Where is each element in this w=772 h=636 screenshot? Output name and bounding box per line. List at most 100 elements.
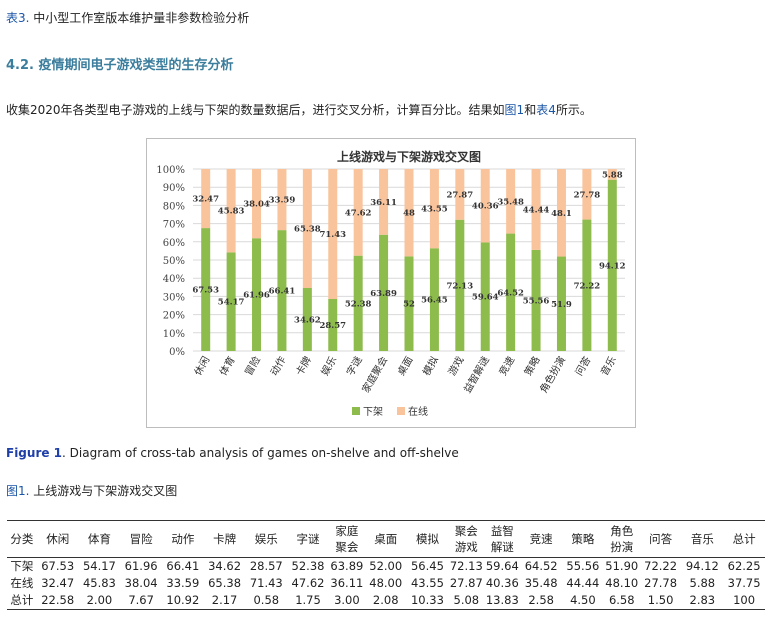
data-label-off: 28.57 bbox=[319, 321, 346, 331]
table-caption-text: 中小型工作室版本维护量非参数检验分析 bbox=[29, 11, 250, 25]
table-cell: 56.45 bbox=[410, 559, 444, 573]
table-cell: 2.17 bbox=[203, 592, 246, 610]
data-label-off: 72.22 bbox=[574, 281, 601, 291]
bar-off-shelf bbox=[302, 287, 312, 351]
bar-on-shelf bbox=[379, 169, 389, 235]
stacked-bar-chart: 上线游戏与下架游戏交叉图 0% 10% 20% 30% 40% 50% 60% 70% 80% 90… bbox=[156, 149, 626, 418]
table-ref-link-2[interactable]: 表4 bbox=[536, 103, 556, 117]
table-cell: 72.22 bbox=[644, 559, 678, 573]
x-tick-label: 娱乐 bbox=[318, 354, 339, 378]
x-tick-label: 音乐 bbox=[598, 354, 619, 378]
table-cell: 5.08 bbox=[448, 592, 485, 610]
table-cell: 1.50 bbox=[639, 592, 682, 610]
table-cell: 67.53 bbox=[41, 559, 75, 573]
data-label-on: 38.04 bbox=[243, 200, 270, 210]
section-heading: 4.2. 疫情期间电子游戏类型的生存分析 bbox=[6, 54, 234, 73]
intro-text-mid: 和 bbox=[524, 103, 537, 117]
table-cell: 36.11 bbox=[330, 576, 364, 590]
table-body: 下架 67.53 54.17 61.96 66.41 34.62 28.57 52.38 63.… bbox=[7, 558, 765, 610]
y-tick-label: 60% bbox=[163, 238, 185, 249]
table-row-label: 在线 bbox=[10, 576, 34, 590]
table-cell: 48.00 bbox=[369, 576, 403, 590]
bar-on-shelf bbox=[201, 169, 211, 229]
section-title: 疫情期间电子游戏类型的生存分析 bbox=[33, 58, 234, 73]
table-row-label: 下架 bbox=[10, 559, 34, 573]
x-tick-label: 卡牌 bbox=[293, 354, 314, 378]
bar-off-shelf bbox=[277, 230, 287, 351]
bar-on-shelf bbox=[429, 169, 439, 249]
table-cell: 38.04 bbox=[124, 576, 158, 590]
data-label-off: 54.17 bbox=[218, 298, 245, 308]
bar-off-shelf bbox=[379, 234, 389, 351]
table-cell: 2.83 bbox=[681, 592, 724, 610]
data-label-on: 40.36 bbox=[472, 202, 499, 212]
table-cell: 0.58 bbox=[245, 592, 288, 610]
bar-off-shelf bbox=[328, 299, 338, 351]
y-tick-label: 30% bbox=[163, 292, 185, 303]
table-header-cell: 休闲 bbox=[36, 520, 79, 558]
table-cell: 44.44 bbox=[566, 576, 600, 590]
x-tick-label: 模拟 bbox=[420, 354, 441, 378]
bar-off-shelf bbox=[429, 248, 439, 351]
bar-off-shelf bbox=[607, 179, 617, 351]
x-tick-label: 桌面 bbox=[394, 354, 415, 378]
bar-on-shelf bbox=[328, 169, 338, 300]
bar-on-shelf bbox=[302, 169, 312, 288]
table-cell: 6.58 bbox=[603, 592, 640, 610]
legend-swatch-off bbox=[352, 407, 360, 415]
bar-off-shelf bbox=[556, 256, 566, 351]
data-label-off: 64.52 bbox=[497, 288, 524, 298]
table-header-cell: 策略 bbox=[562, 520, 604, 558]
table-cell: 72.13 bbox=[449, 559, 483, 573]
bar-off-shelf bbox=[582, 219, 592, 351]
table-cell: 4.50 bbox=[562, 592, 604, 610]
table-cell: 1.75 bbox=[287, 592, 329, 610]
table-cell: 48.10 bbox=[605, 576, 639, 590]
data-label-off: 59.64 bbox=[472, 293, 499, 303]
x-tick-label: 字谜 bbox=[344, 354, 365, 378]
data-label-off: 34.62 bbox=[294, 315, 321, 325]
table-header-cell: 音乐 bbox=[681, 520, 724, 558]
data-label-off: 51.9 bbox=[551, 300, 572, 310]
data-label-off: 94.12 bbox=[599, 261, 626, 271]
data-label-off: 66.41 bbox=[269, 287, 296, 297]
data-label-on: 27.78 bbox=[574, 190, 601, 200]
table-cell: 35.48 bbox=[524, 576, 558, 590]
x-tick-label: 游戏 bbox=[445, 354, 466, 378]
table-header-cell: 角色扮演 bbox=[603, 520, 640, 558]
x-tick-label: 问答 bbox=[572, 354, 593, 378]
table-cell: 32.47 bbox=[41, 576, 75, 590]
table-ref-link[interactable]: 表3. bbox=[6, 11, 30, 25]
figure-ref-link-2[interactable]: 图1. bbox=[6, 484, 30, 498]
table-cell: 52.00 bbox=[369, 559, 403, 573]
table-cell: 5.88 bbox=[689, 576, 716, 590]
bar-on-shelf bbox=[556, 169, 566, 257]
data-label-off: 63.89 bbox=[370, 289, 397, 299]
x-tick-label: 休闲 bbox=[191, 354, 212, 378]
table-header-cell: 字谜 bbox=[287, 520, 329, 558]
table-header-cell: 分类 bbox=[7, 520, 37, 558]
data-label-on: 48.1 bbox=[551, 209, 572, 219]
data-label-off: 72.13 bbox=[447, 281, 474, 291]
intro-paragraph: 收集2020年各类型电子游戏的上线与下架的数量数据后，进行交叉分析，计算百分比。… bbox=[6, 101, 592, 118]
table-cell: 33.59 bbox=[166, 576, 200, 590]
bar-on-shelf bbox=[252, 169, 262, 239]
data-label-off: 52 bbox=[403, 300, 415, 310]
table-cell: 2.00 bbox=[78, 592, 121, 610]
data-label-on: 35.48 bbox=[497, 197, 524, 207]
table-cell: 66.41 bbox=[166, 559, 200, 573]
figure-caption-cn: 图1. 上线游戏与下架游戏交叉图 bbox=[6, 482, 177, 499]
table-cell: 2.08 bbox=[364, 592, 407, 610]
figure-caption: Figure 1. Diagram of cross-tab analysis … bbox=[6, 446, 459, 460]
bar-on-shelf bbox=[607, 169, 617, 180]
bar-off-shelf bbox=[506, 233, 516, 351]
data-table: 分类 休闲 体育 冒险 动作 卡牌 娱乐 字谜 家庭聚会 桌面 模拟 聚会游戏 益智解谜 竞速 策略 角色扮演… bbox=[7, 520, 765, 610]
bar-off-shelf bbox=[201, 228, 211, 351]
bar-on-shelf bbox=[404, 169, 414, 257]
figure-ref-link[interactable]: 图1 bbox=[504, 103, 525, 117]
y-tick-label: 80% bbox=[163, 201, 185, 212]
table-header-cell: 益智解谜 bbox=[484, 520, 521, 558]
table-cell: 65.38 bbox=[208, 576, 242, 590]
bar-on-shelf bbox=[582, 169, 592, 220]
table-cell: 34.62 bbox=[208, 559, 242, 573]
